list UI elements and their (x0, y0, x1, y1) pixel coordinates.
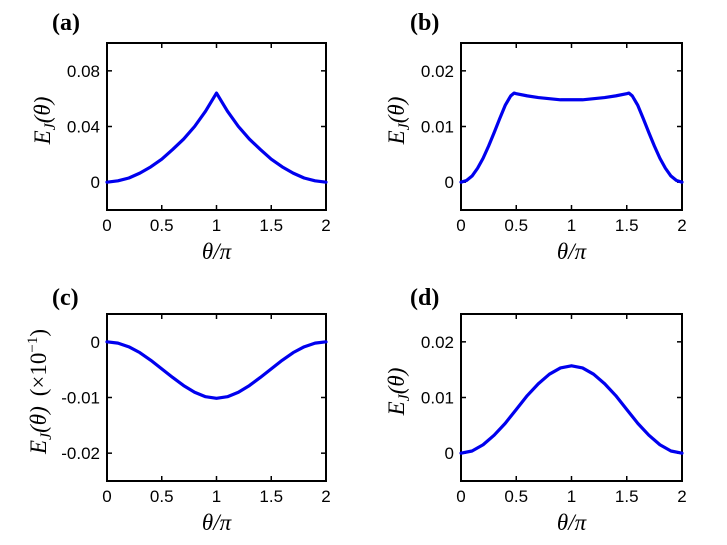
panel-label: (a) (52, 10, 80, 36)
y-axis-label: EJ(θ) (30, 97, 59, 146)
y-tick-label: 0.08 (67, 62, 100, 81)
x-tick-label: 0 (456, 216, 465, 235)
x-tick-label: 2 (321, 216, 330, 235)
y-tick-label: 0.02 (421, 62, 454, 81)
x-axis-label: θ/π (557, 239, 588, 264)
x-tick-label: 1 (212, 487, 221, 506)
y-tick-label: -0.01 (61, 389, 100, 408)
y-axis-label: EJ(θ)(×10−1) (25, 329, 55, 455)
x-tick-label: 1 (567, 216, 576, 235)
series-line (105, 91, 328, 184)
x-tick-label: 1.5 (615, 216, 639, 235)
y-axis-label: EJ(θ) (384, 97, 413, 146)
plot-frame (106, 42, 327, 211)
series-line (459, 91, 684, 184)
series-line (105, 340, 328, 400)
series-line (459, 364, 684, 455)
y-axis-label: EJ(θ) (384, 368, 413, 417)
y-tick-label: 0 (91, 173, 100, 192)
x-tick-label: 0 (102, 216, 111, 235)
panel-label: (b) (410, 10, 439, 36)
x-tick-label: 0.5 (150, 487, 174, 506)
x-tick-label: 2 (321, 487, 330, 506)
x-tick-label: 1.5 (615, 487, 639, 506)
x-axis-label: θ/π (557, 510, 588, 535)
panel-label: (c) (52, 285, 79, 311)
panel-a: (a) 0 0.5 1 1.5 2 0 0.04 0.08 θ/π EJ(θ) (30, 10, 331, 264)
y-tick-label: 0.02 (421, 333, 454, 352)
x-tick-label: 0.5 (504, 216, 528, 235)
x-tick-label: 2 (677, 487, 686, 506)
y-tick-label: 0 (91, 333, 100, 352)
panel-d: (d) 0 0.5 1 1.5 2 0 0.01 0.02 θ/π EJ(θ) (384, 285, 687, 535)
x-tick-label: 1.5 (259, 487, 283, 506)
y-tick-label: 0.01 (421, 118, 454, 137)
x-tick-label: 0.5 (504, 487, 528, 506)
y-tick-label: -0.02 (61, 444, 100, 463)
panel-b: (b) 0 0.5 1 1.5 2 0 0.01 0.02 θ/π EJ(θ) (384, 10, 687, 264)
x-tick-label: 0 (102, 487, 111, 506)
x-axis-label: θ/π (202, 239, 233, 264)
y-tick-label: 0.01 (421, 389, 454, 408)
plot-frame (460, 42, 683, 211)
x-tick-label: 1 (567, 487, 576, 506)
y-tick-label: 0.04 (67, 118, 100, 137)
x-tick-label: 0 (456, 487, 465, 506)
x-axis-label: θ/π (202, 510, 233, 535)
panel-c: (c) 0 0.5 1 1.5 2 0 -0.01 -0.02 θ/π EJ(θ)(×10−1) (25, 285, 331, 535)
panel-label: (d) (410, 285, 439, 311)
x-tick-label: 1.5 (259, 216, 283, 235)
plot-frame (460, 313, 683, 482)
x-tick-label: 0.5 (150, 216, 174, 235)
x-tick-label: 2 (677, 216, 686, 235)
y-tick-label: 0 (445, 444, 454, 463)
x-tick-label: 1 (212, 216, 221, 235)
y-tick-label: 0 (445, 173, 454, 192)
